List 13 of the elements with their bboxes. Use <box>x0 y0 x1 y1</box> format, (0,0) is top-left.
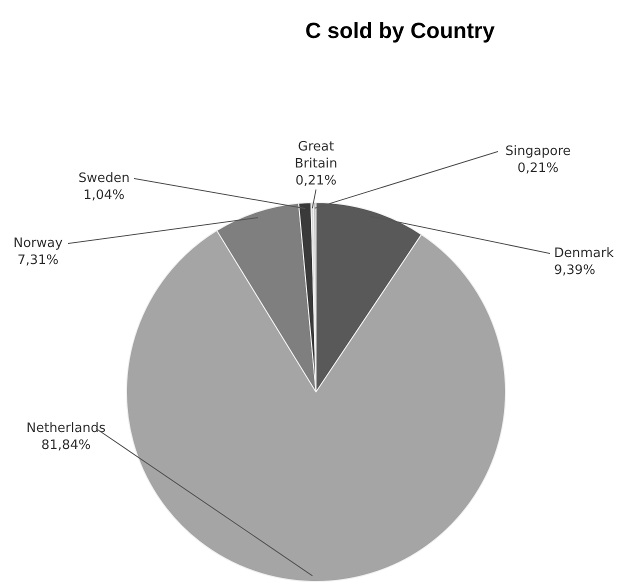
data-label: 0,21% <box>295 173 337 188</box>
data-label: 7,31% <box>17 252 59 268</box>
data-label: 0,21% <box>517 160 559 176</box>
chart-title: C sold by Country <box>305 18 496 44</box>
slice-label: Netherlands <box>26 420 106 436</box>
slice-label: Sweden <box>78 170 130 186</box>
data-label: 9,39% <box>554 262 596 278</box>
slice-label: Denmark <box>554 246 614 261</box>
slice-label: Great Britain <box>294 139 338 172</box>
data-label: 1,04% <box>83 188 125 203</box>
slice-label: Singapore <box>505 144 571 159</box>
slice-label: Norway <box>13 236 63 251</box>
data-label: 81,84% <box>41 438 91 453</box>
